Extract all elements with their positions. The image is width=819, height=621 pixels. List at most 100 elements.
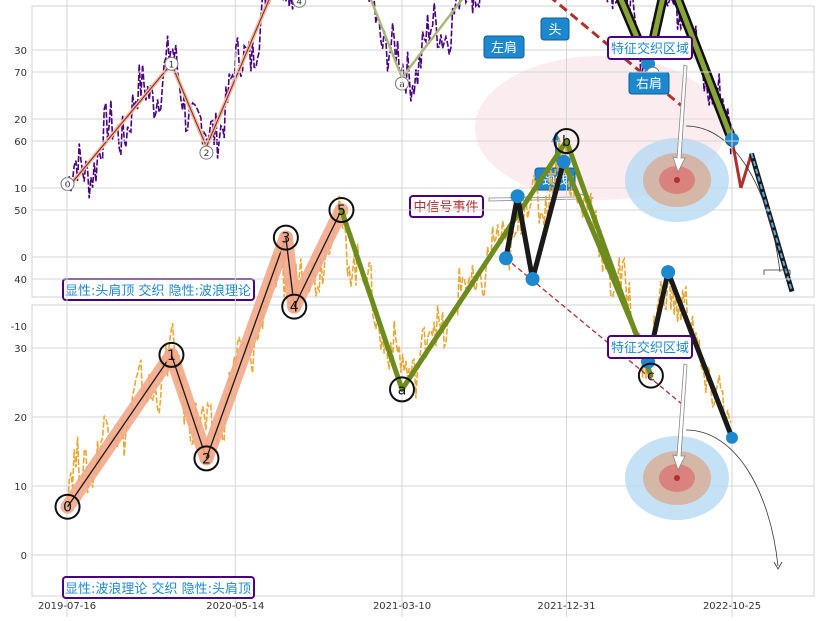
y-tick-label: 30 bbox=[14, 344, 27, 355]
wave-impulse-segment bbox=[205, 237, 287, 459]
y-tick-label: 70 bbox=[14, 68, 27, 79]
wave-impulse-segment bbox=[293, 209, 343, 307]
wave-label: 3 bbox=[281, 231, 290, 247]
top-projection-cap bbox=[763, 269, 791, 275]
wave-label: 0 bbox=[65, 181, 71, 191]
wave-label: 2 bbox=[202, 451, 211, 467]
y-tick-label: 60 bbox=[14, 137, 27, 148]
y-tick-label: 10 bbox=[14, 482, 27, 493]
pattern-node bbox=[661, 265, 676, 280]
wave-correction-segment bbox=[401, 0, 464, 79]
wave-label-circle bbox=[272, 224, 299, 251]
x-tick-label: 2021-12-31 bbox=[537, 601, 595, 612]
projection-outline bbox=[749, 152, 795, 293]
label-head: 头 bbox=[540, 17, 570, 41]
x-tick-label: 2021-03-10 bbox=[373, 601, 431, 612]
pattern-node bbox=[510, 189, 525, 204]
x-tick-label: 2022-10-25 bbox=[703, 601, 761, 612]
pattern-segment bbox=[561, 159, 651, 365]
wave-label: 1 bbox=[167, 348, 176, 364]
wave-label-circle bbox=[199, 145, 214, 160]
y-tick-label: -10 bbox=[11, 322, 27, 333]
wave-impulse-segment bbox=[205, 0, 270, 147]
pattern-segment bbox=[618, 0, 651, 67]
pattern-node bbox=[498, 251, 513, 266]
label-top-zone: 特征交织区域 bbox=[607, 36, 693, 174]
wave-label: 2 bbox=[204, 149, 210, 159]
wave-impulse-segment bbox=[170, 63, 207, 147]
svg-text:左肩: 左肩 bbox=[491, 40, 517, 56]
zone-center-dot bbox=[674, 475, 680, 481]
wave-label-circle bbox=[553, 128, 580, 154]
wave-correction-segment bbox=[338, 207, 405, 392]
x-tick-label: 2019-07-16 bbox=[38, 601, 96, 612]
y-tick-label: 30 bbox=[14, 46, 27, 57]
wave-label-circle bbox=[54, 493, 81, 520]
pattern-node bbox=[525, 272, 540, 286]
zone-center-dot bbox=[674, 177, 680, 183]
y-tick-label: 0 bbox=[21, 551, 27, 562]
wave-label: a bbox=[398, 382, 407, 398]
svg-text:特征交织区域: 特征交织区域 bbox=[611, 41, 689, 57]
pattern-node bbox=[556, 154, 571, 169]
bottom-pattern-lines bbox=[503, 159, 735, 441]
breakdown-segment bbox=[730, 139, 743, 189]
pattern-node bbox=[726, 431, 738, 444]
bottom-marks: 0 1 2 3 4 5 a b c bbox=[54, 128, 738, 520]
wave-label-circle bbox=[281, 293, 308, 320]
y-tick-label: 20 bbox=[14, 413, 27, 424]
label-signal-event: 中信号事件 bbox=[409, 193, 595, 218]
wave-impulse-segment bbox=[170, 354, 208, 459]
breakdown-segment bbox=[739, 153, 753, 189]
wave-label-circle bbox=[158, 341, 185, 368]
pattern-segment bbox=[530, 159, 567, 282]
wave-label: 4 bbox=[290, 300, 299, 316]
bottom-projection-arrowhead bbox=[773, 561, 783, 570]
bottom-y-tick-labels: -10 0 10 20 30 40 50 60 70 bbox=[11, 68, 27, 621]
wave-label: 1 bbox=[169, 60, 175, 70]
top-caption: 显性:头肩顶 交织 隐性:波浪理论 bbox=[62, 278, 255, 301]
top-y-tick-labels: -10 0 10 20 30 40 50 60 70 bbox=[11, 46, 27, 333]
wave-label: 0 bbox=[63, 500, 72, 516]
x-tick-label: 2020-05-14 bbox=[206, 601, 264, 612]
svg-text:显性:头肩顶 交织 隐性:波浪理论: 显性:头肩顶 交织 隐性:波浪理论 bbox=[65, 283, 251, 299]
wave-label-circle bbox=[292, 0, 307, 8]
neckline bbox=[505, 257, 682, 404]
label-right-shoulder: 右肩 bbox=[628, 71, 670, 95]
pattern-segment bbox=[665, 269, 735, 441]
y-tick-label: 40 bbox=[14, 275, 27, 286]
wave-label: b bbox=[562, 134, 571, 150]
pattern-segment bbox=[515, 193, 536, 282]
wave-label: 5 bbox=[337, 203, 346, 219]
wave-correction-segment bbox=[369, 0, 404, 79]
bottom-wave-lines bbox=[60, 138, 654, 514]
wave-label: 4 bbox=[296, 0, 302, 7]
pattern-segment bbox=[675, 0, 735, 143]
wave-label-circle bbox=[164, 56, 179, 71]
svg-text:特征交织区域: 特征交织区域 bbox=[611, 340, 689, 356]
svg-text:头: 头 bbox=[548, 23, 561, 38]
svg-text:右肩: 右肩 bbox=[636, 76, 662, 92]
wave-label-circle bbox=[193, 445, 220, 472]
wave-impulse-segment bbox=[67, 354, 172, 508]
svg-text:显性:波浪理论 交织 隐性:头肩顶: 显性:波浪理论 交织 隐性:头肩顶 bbox=[65, 581, 251, 597]
wave-correction-segment bbox=[399, 138, 569, 392]
bottom-caption: 显性:波浪理论 交织 隐性:头肩顶 bbox=[62, 576, 255, 599]
bottom-projection-arc bbox=[685, 429, 779, 567]
label-bottom-zone: 特征交织区域 bbox=[607, 335, 693, 472]
wave-label: c bbox=[647, 369, 655, 385]
y-tick-label: 50 bbox=[14, 206, 27, 217]
y-tick-label: 0 bbox=[21, 253, 27, 264]
wave-label-circle bbox=[637, 362, 664, 389]
wave-label-circle bbox=[60, 177, 75, 191]
wave-impulse-segment bbox=[67, 63, 172, 189]
pattern-segment bbox=[503, 193, 521, 261]
y-tick-label: 20 bbox=[14, 115, 27, 126]
wave-label-circle bbox=[328, 197, 355, 223]
y-tick-label: 10 bbox=[14, 184, 27, 195]
svg-text:中信号事件: 中信号事件 bbox=[413, 200, 478, 215]
top-projection-arc bbox=[685, 125, 781, 273]
